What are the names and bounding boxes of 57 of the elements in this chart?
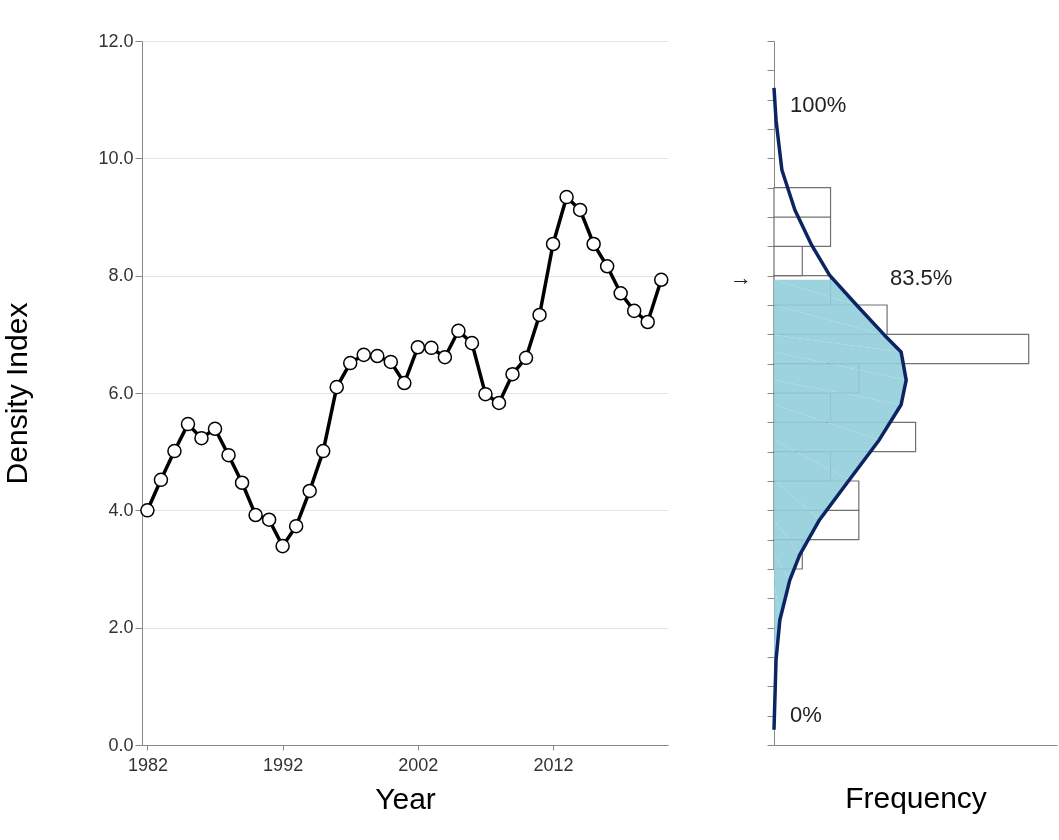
point <box>572 202 588 218</box>
point <box>491 395 507 411</box>
point <box>532 307 547 323</box>
y-axis-title: Density Index <box>0 302 33 485</box>
point <box>586 236 601 252</box>
point <box>315 443 331 459</box>
point <box>545 236 561 252</box>
annotation: 100% <box>790 92 847 117</box>
point <box>518 350 534 366</box>
x-axis-title: Frequency <box>845 780 987 814</box>
point <box>410 339 426 355</box>
y-tick-label: 8.0 <box>108 265 134 286</box>
point <box>248 507 263 523</box>
point <box>153 472 169 488</box>
point <box>653 272 669 288</box>
y-tick-label: 0.0 <box>108 734 134 755</box>
point <box>221 447 236 463</box>
y-tick-label: 4.0 <box>108 499 134 520</box>
point <box>464 335 480 351</box>
y-tick-label: 2.0 <box>108 617 134 638</box>
text: → <box>730 265 752 290</box>
point <box>613 286 628 301</box>
y-tick-label: 12.0 <box>98 30 134 51</box>
point <box>437 349 453 365</box>
point <box>207 421 223 437</box>
x-tick-label: 2012 <box>533 754 574 775</box>
x-tick-label: 2002 <box>398 754 439 775</box>
point <box>599 259 615 274</box>
point <box>275 538 290 554</box>
y-tick-label: 6.0 <box>108 382 134 403</box>
point <box>261 512 277 527</box>
point <box>626 303 642 319</box>
point <box>478 386 493 402</box>
x-tick-label: 1992 <box>263 754 304 775</box>
point <box>505 366 520 382</box>
point <box>383 354 399 370</box>
point <box>342 355 358 371</box>
point <box>140 503 155 518</box>
point <box>397 375 412 391</box>
point <box>234 475 250 491</box>
point <box>451 323 466 339</box>
point <box>424 340 439 356</box>
point <box>370 348 385 364</box>
point <box>302 483 317 499</box>
point <box>640 314 655 330</box>
point <box>559 189 574 205</box>
x-tick-label: 1982 <box>127 754 168 775</box>
point <box>167 443 182 459</box>
point <box>194 430 209 446</box>
x-axis-title: Year <box>375 781 436 815</box>
point <box>329 379 344 395</box>
point <box>288 518 304 534</box>
point <box>356 347 372 363</box>
point <box>180 416 196 432</box>
y-tick-label: 10.0 <box>98 147 134 168</box>
annotation: 83.5% <box>890 265 953 290</box>
annotation: 0% <box>790 702 822 727</box>
